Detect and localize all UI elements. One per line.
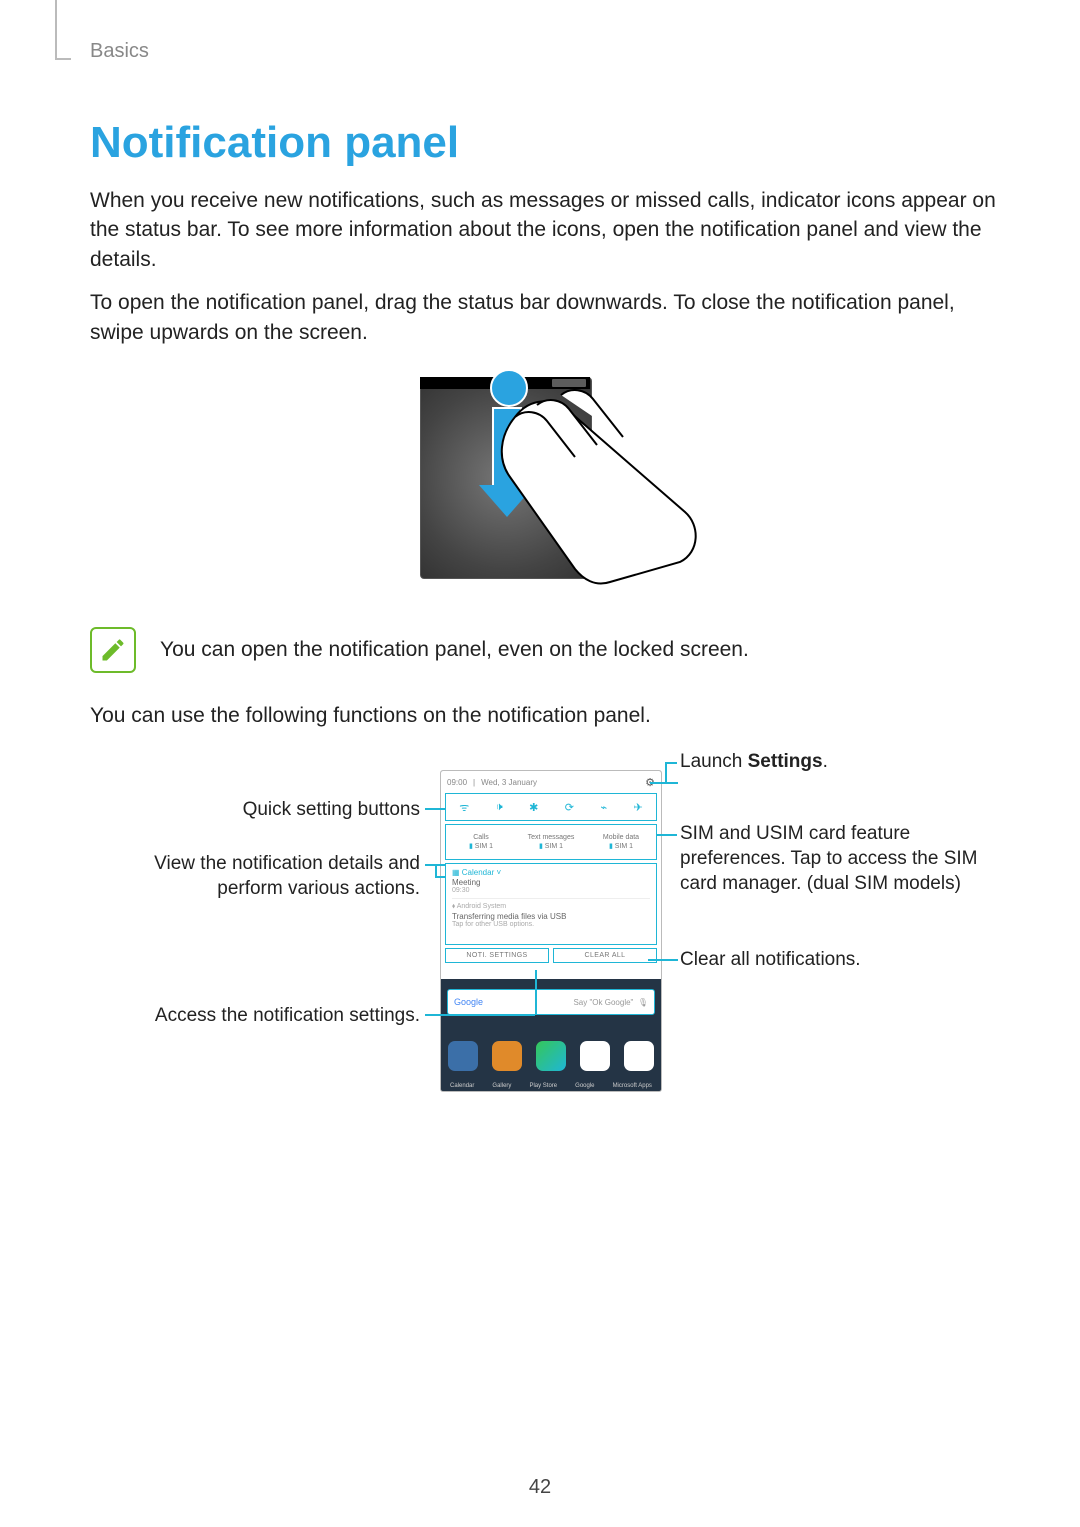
sim-col2-title: Text messages — [528, 834, 575, 841]
rotate-icon[interactable]: ⟳ — [565, 801, 574, 814]
callout-notification-details: View the notification details and perfor… — [90, 852, 420, 901]
panel-header-time: 09:00 — [447, 778, 467, 787]
sim-col3-title: Mobile data — [603, 834, 639, 841]
noti-settings-button[interactable]: NOTI. SETTINGS — [445, 948, 549, 963]
google-search-bar[interactable]: Google Say "Ok Google" 🎙 — [447, 989, 655, 1015]
page-title: Notification panel — [90, 118, 1010, 168]
airplane-icon[interactable]: ✈ — [634, 801, 643, 814]
panel-header: 09:00 | Wed, 3 January ⚙ — [441, 771, 661, 793]
bluetooth-icon[interactable]: ✱ — [529, 801, 538, 814]
app-gallery-icon[interactable] — [492, 1041, 522, 1071]
callout-sim-preferences: SIM and USIM card feature preferences. T… — [680, 822, 1000, 896]
annotated-panel-figure: 09:00 | Wed, 3 January ⚙ ᯤ 🕩 ✱ ⟳ ⌁ ✈ Cal… — [90, 750, 1010, 1130]
line — [648, 959, 678, 961]
app-microsoft-icon[interactable] — [624, 1041, 654, 1071]
panel-header-date: Wed, 3 January — [481, 778, 537, 787]
app-label-4: Microsoft Apps — [613, 1083, 652, 1089]
wifi-icon[interactable]: ᯤ — [459, 800, 469, 815]
callout-launch-settings-pre: Launch — [680, 751, 748, 772]
sim-col3-sub: SIM 1 — [609, 842, 633, 850]
notif2-app: Android System — [457, 903, 506, 910]
callout-launch-settings: Launch Settings. — [680, 750, 1000, 775]
line — [657, 834, 677, 836]
notif1-title: Meeting — [452, 878, 650, 887]
callout-noti-settings: Access the notification settings. — [90, 1004, 420, 1029]
notif1-app: Calendar — [462, 868, 494, 877]
app-calendar-icon[interactable] — [448, 1041, 478, 1071]
swipe-gesture-figure — [420, 377, 680, 597]
notif1-time: 09:30 — [452, 887, 650, 894]
notif2-title: Transferring media files via USB — [452, 912, 650, 921]
google-hint: Say "Ok Google" — [573, 998, 633, 1007]
sim-col1-sub: SIM 1 — [469, 842, 493, 850]
hand-icon — [475, 357, 705, 587]
sim-preferences-row[interactable]: Calls SIM 1 Text messages SIM 1 Mobile d… — [445, 824, 657, 860]
google-label: Google — [454, 997, 483, 1007]
intro-paragraph-2: To open the notification panel, drag the… — [90, 288, 1010, 347]
line — [425, 1014, 535, 1016]
section-name: Basics — [90, 40, 1010, 63]
flashlight-icon[interactable]: ⌁ — [600, 801, 607, 814]
tip-text: You can open the notification panel, eve… — [160, 638, 749, 662]
app-label-1: Gallery — [492, 1083, 511, 1089]
app-playstore-icon[interactable] — [536, 1041, 566, 1071]
sim-col2-sub: SIM 1 — [539, 842, 563, 850]
line — [665, 762, 667, 782]
line — [665, 762, 677, 764]
app-google-icon[interactable] — [580, 1041, 610, 1071]
quick-settings-row[interactable]: ᯤ 🕩 ✱ ⟳ ⌁ ✈ — [445, 793, 657, 821]
line — [435, 876, 445, 878]
app-label-2: Play Store — [529, 1083, 557, 1089]
callout-launch-settings-bold: Settings — [748, 751, 823, 772]
notification-block[interactable]: ▦ Calendar ˅ Meeting 09:30 ⬧ Android Sys… — [445, 863, 657, 945]
app-label-0: Calendar — [450, 1083, 474, 1089]
callout-quick-settings: Quick setting buttons — [90, 798, 420, 823]
line — [535, 970, 537, 1014]
note-icon — [90, 627, 136, 673]
intro-paragraph-3: You can use the following functions on t… — [90, 701, 1010, 730]
callout-clear-all: Clear all notifications. — [680, 948, 1000, 973]
callout-launch-settings-post: . — [823, 751, 828, 772]
line — [425, 808, 445, 810]
line — [650, 782, 678, 784]
page-side-rule-tick — [55, 58, 71, 60]
line — [435, 864, 437, 876]
app-label-3: Google — [575, 1083, 594, 1089]
page-side-rule — [55, 0, 57, 60]
clear-all-button[interactable]: CLEAR ALL — [553, 948, 657, 963]
sim-col1-title: Calls — [473, 834, 489, 841]
tip-row: You can open the notification panel, eve… — [90, 627, 1010, 673]
phone-mock: 09:00 | Wed, 3 January ⚙ ᯤ 🕩 ✱ ⟳ ⌁ ✈ Cal… — [440, 770, 662, 1092]
apps-row — [441, 1027, 661, 1085]
intro-paragraph-1: When you receive new notifications, such… — [90, 186, 1010, 274]
sound-icon[interactable]: 🕩 — [496, 801, 503, 814]
page-number: 42 — [0, 1476, 1080, 1499]
notif2-sub: Tap for other USB options. — [452, 921, 650, 928]
